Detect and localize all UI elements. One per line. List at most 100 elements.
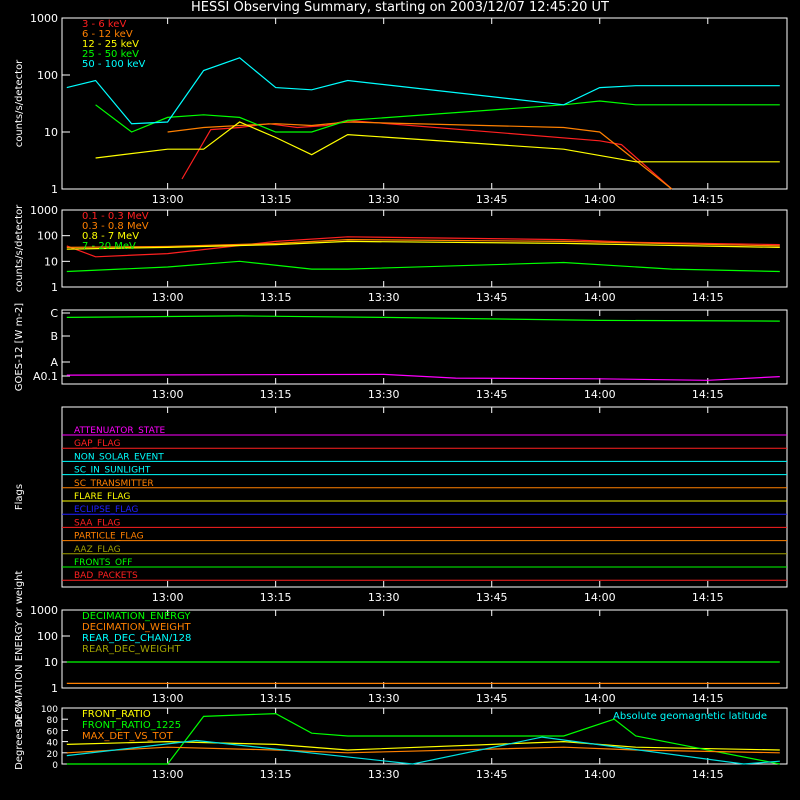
dec-ytick-label: 100 <box>37 630 58 643</box>
hi-ytick-label: 100 <box>37 230 58 243</box>
hi-xtick-label: 13:30 <box>368 291 400 304</box>
hi-ytick-label: 1 <box>51 281 58 294</box>
dec-legend-0: DECIMATION_ENERGY <box>82 611 191 622</box>
ratio-ytick-label: 80 <box>47 716 59 726</box>
lo-xtick-label: 14:15 <box>692 193 724 206</box>
chart-title: HESSI Observing Summary, starting on 200… <box>191 0 609 15</box>
flags-label-0: ATTENUATOR_STATE <box>74 426 166 436</box>
dec-legend-2: REAR_DEC_CHAN/128 <box>82 633 191 644</box>
ratio-ytick-label: 40 <box>47 739 59 749</box>
lo-legend-3: 25 - 50 keV <box>82 49 139 60</box>
lo-ytick-label: 100 <box>37 69 58 82</box>
ratio-ytick-label: 100 <box>41 705 58 715</box>
flags-xtick-label: 14:00 <box>584 591 616 604</box>
hi-ytick-label: 10 <box>44 255 58 268</box>
goes-xtick-label: 13:30 <box>368 388 400 401</box>
ratio-annotation: Absolute geomagnetic latitude <box>613 711 767 722</box>
ratio-legend-2: MAX_DET_VS_TOT <box>82 731 174 742</box>
lo-ytick-label: 1 <box>51 183 58 196</box>
goes-xtick-label: 13:00 <box>152 388 184 401</box>
hi-legend-2: 0.8 - 7 MeV <box>82 231 139 242</box>
flags-label-2: NON_SOLAR_EVENT <box>74 452 164 462</box>
dec-frame <box>61 609 788 689</box>
flags-label-9: AAZ_FLAG <box>74 545 121 555</box>
ratio-xtick-label: 13:15 <box>260 768 292 781</box>
goes-ytick-label: A0.1 <box>33 370 58 383</box>
goes-frame <box>61 309 788 385</box>
ratio-ytick-label: 0 <box>52 761 58 771</box>
lo-legend-2: 12 - 25 keV <box>82 39 139 50</box>
goes-xtick-label: 14:15 <box>692 388 724 401</box>
flags-label-1: GAP_FLAG <box>74 439 120 449</box>
hi-ylabel: counts/s/detector <box>14 204 25 292</box>
dec-ytick-label: 1 <box>51 682 58 695</box>
lo-xtick-label: 13:45 <box>476 193 508 206</box>
ratio-frame <box>61 707 788 765</box>
goes-ylabel: GOES-12 [W m-2] <box>14 303 25 391</box>
ratio-ytick-label: 20 <box>47 750 59 760</box>
flags-label-4: SC_TRANSMITTER <box>74 479 154 489</box>
ratio-xtick-label: 14:00 <box>584 768 616 781</box>
dec-xtick-label: 14:15 <box>692 692 724 705</box>
goes-xtick-label: 13:45 <box>476 388 508 401</box>
lo-legend-4: 50 - 100 keV <box>82 59 146 70</box>
ratio-xtick-label: 13:45 <box>476 768 508 781</box>
dec-xtick-label: 13:45 <box>476 692 508 705</box>
ratio-series-1 <box>66 712 780 765</box>
hi-xtick-label: 13:15 <box>260 291 292 304</box>
dec-xtick-label: 13:00 <box>152 692 184 705</box>
goes-series-0 <box>66 315 780 322</box>
flags-label-3: SC_IN_SUNLIGHT <box>74 466 151 476</box>
hi-series-2 <box>66 240 780 250</box>
ratio-xtick-label: 13:30 <box>368 768 400 781</box>
flags-label-8: PARTICLE_FLAG <box>74 532 144 542</box>
hi-legend-3: 7 - 20 MeV <box>82 241 136 252</box>
ratio-xtick-label: 13:00 <box>152 768 184 781</box>
goes-xtick-label: 13:15 <box>260 388 292 401</box>
dec-xtick-label: 13:15 <box>260 692 292 705</box>
flags-xtick-label: 13:00 <box>152 591 184 604</box>
hi-legend-0: 0.1 - 0.3 MeV <box>82 211 149 222</box>
ratio-ylabel: Degrees or % <box>14 702 25 770</box>
dec-ylabel: DECIMATION ENERGY or weight <box>14 570 25 727</box>
ratio-ytick-label: 60 <box>47 727 59 737</box>
flags-xtick-label: 14:15 <box>692 591 724 604</box>
lo-ytick-label: 1000 <box>30 12 58 25</box>
goes-ytick-label: A <box>50 356 58 369</box>
ratio-xtick-label: 14:15 <box>692 768 724 781</box>
lo-series-0 <box>181 119 673 190</box>
lo-legend-0: 3 - 6 keV <box>82 19 126 30</box>
hi-ytick-label: 1000 <box>30 204 58 217</box>
lo-ylabel: counts/s/detector <box>14 59 25 147</box>
flags-xtick-label: 13:45 <box>476 591 508 604</box>
dec-legend-1: DECIMATION_WEIGHT <box>82 622 191 633</box>
lo-series-1 <box>167 121 673 190</box>
flags-label-10: FRONTS_OFF <box>74 558 132 568</box>
lo-legend-1: 6 - 12 keV <box>82 29 133 40</box>
flags-label-11: BAD_PACKETS <box>74 571 138 581</box>
flags-frame <box>61 406 788 588</box>
dec-xtick-label: 13:30 <box>368 692 400 705</box>
lo-series-4 <box>66 57 780 125</box>
lo-series-3 <box>95 100 780 133</box>
flags-label-5: FLARE_FLAG <box>74 492 130 502</box>
lo-frame <box>61 17 788 190</box>
goes-ytick-label: C <box>50 307 58 320</box>
hi-xtick-label: 14:15 <box>692 291 724 304</box>
flags-ylabel: Flags <box>14 484 25 510</box>
lo-ytick-label: 10 <box>44 126 58 139</box>
goes-series-1 <box>66 373 780 381</box>
lo-xtick-label: 14:00 <box>584 193 616 206</box>
hi-series-3 <box>66 260 780 273</box>
hi-xtick-label: 13:45 <box>476 291 508 304</box>
ratio-series-0 <box>66 740 780 751</box>
dec-xtick-label: 14:00 <box>584 692 616 705</box>
flags-label-6: ECLIPSE_FLAG <box>74 505 138 515</box>
lo-xtick-label: 13:15 <box>260 193 292 206</box>
flags-xtick-label: 13:15 <box>260 591 292 604</box>
lo-series-2 <box>95 121 780 163</box>
ratio-legend-1: FRONT_RATIO_1225 <box>82 720 181 731</box>
hi-series-1 <box>66 238 780 248</box>
hi-series-0 <box>66 236 780 258</box>
